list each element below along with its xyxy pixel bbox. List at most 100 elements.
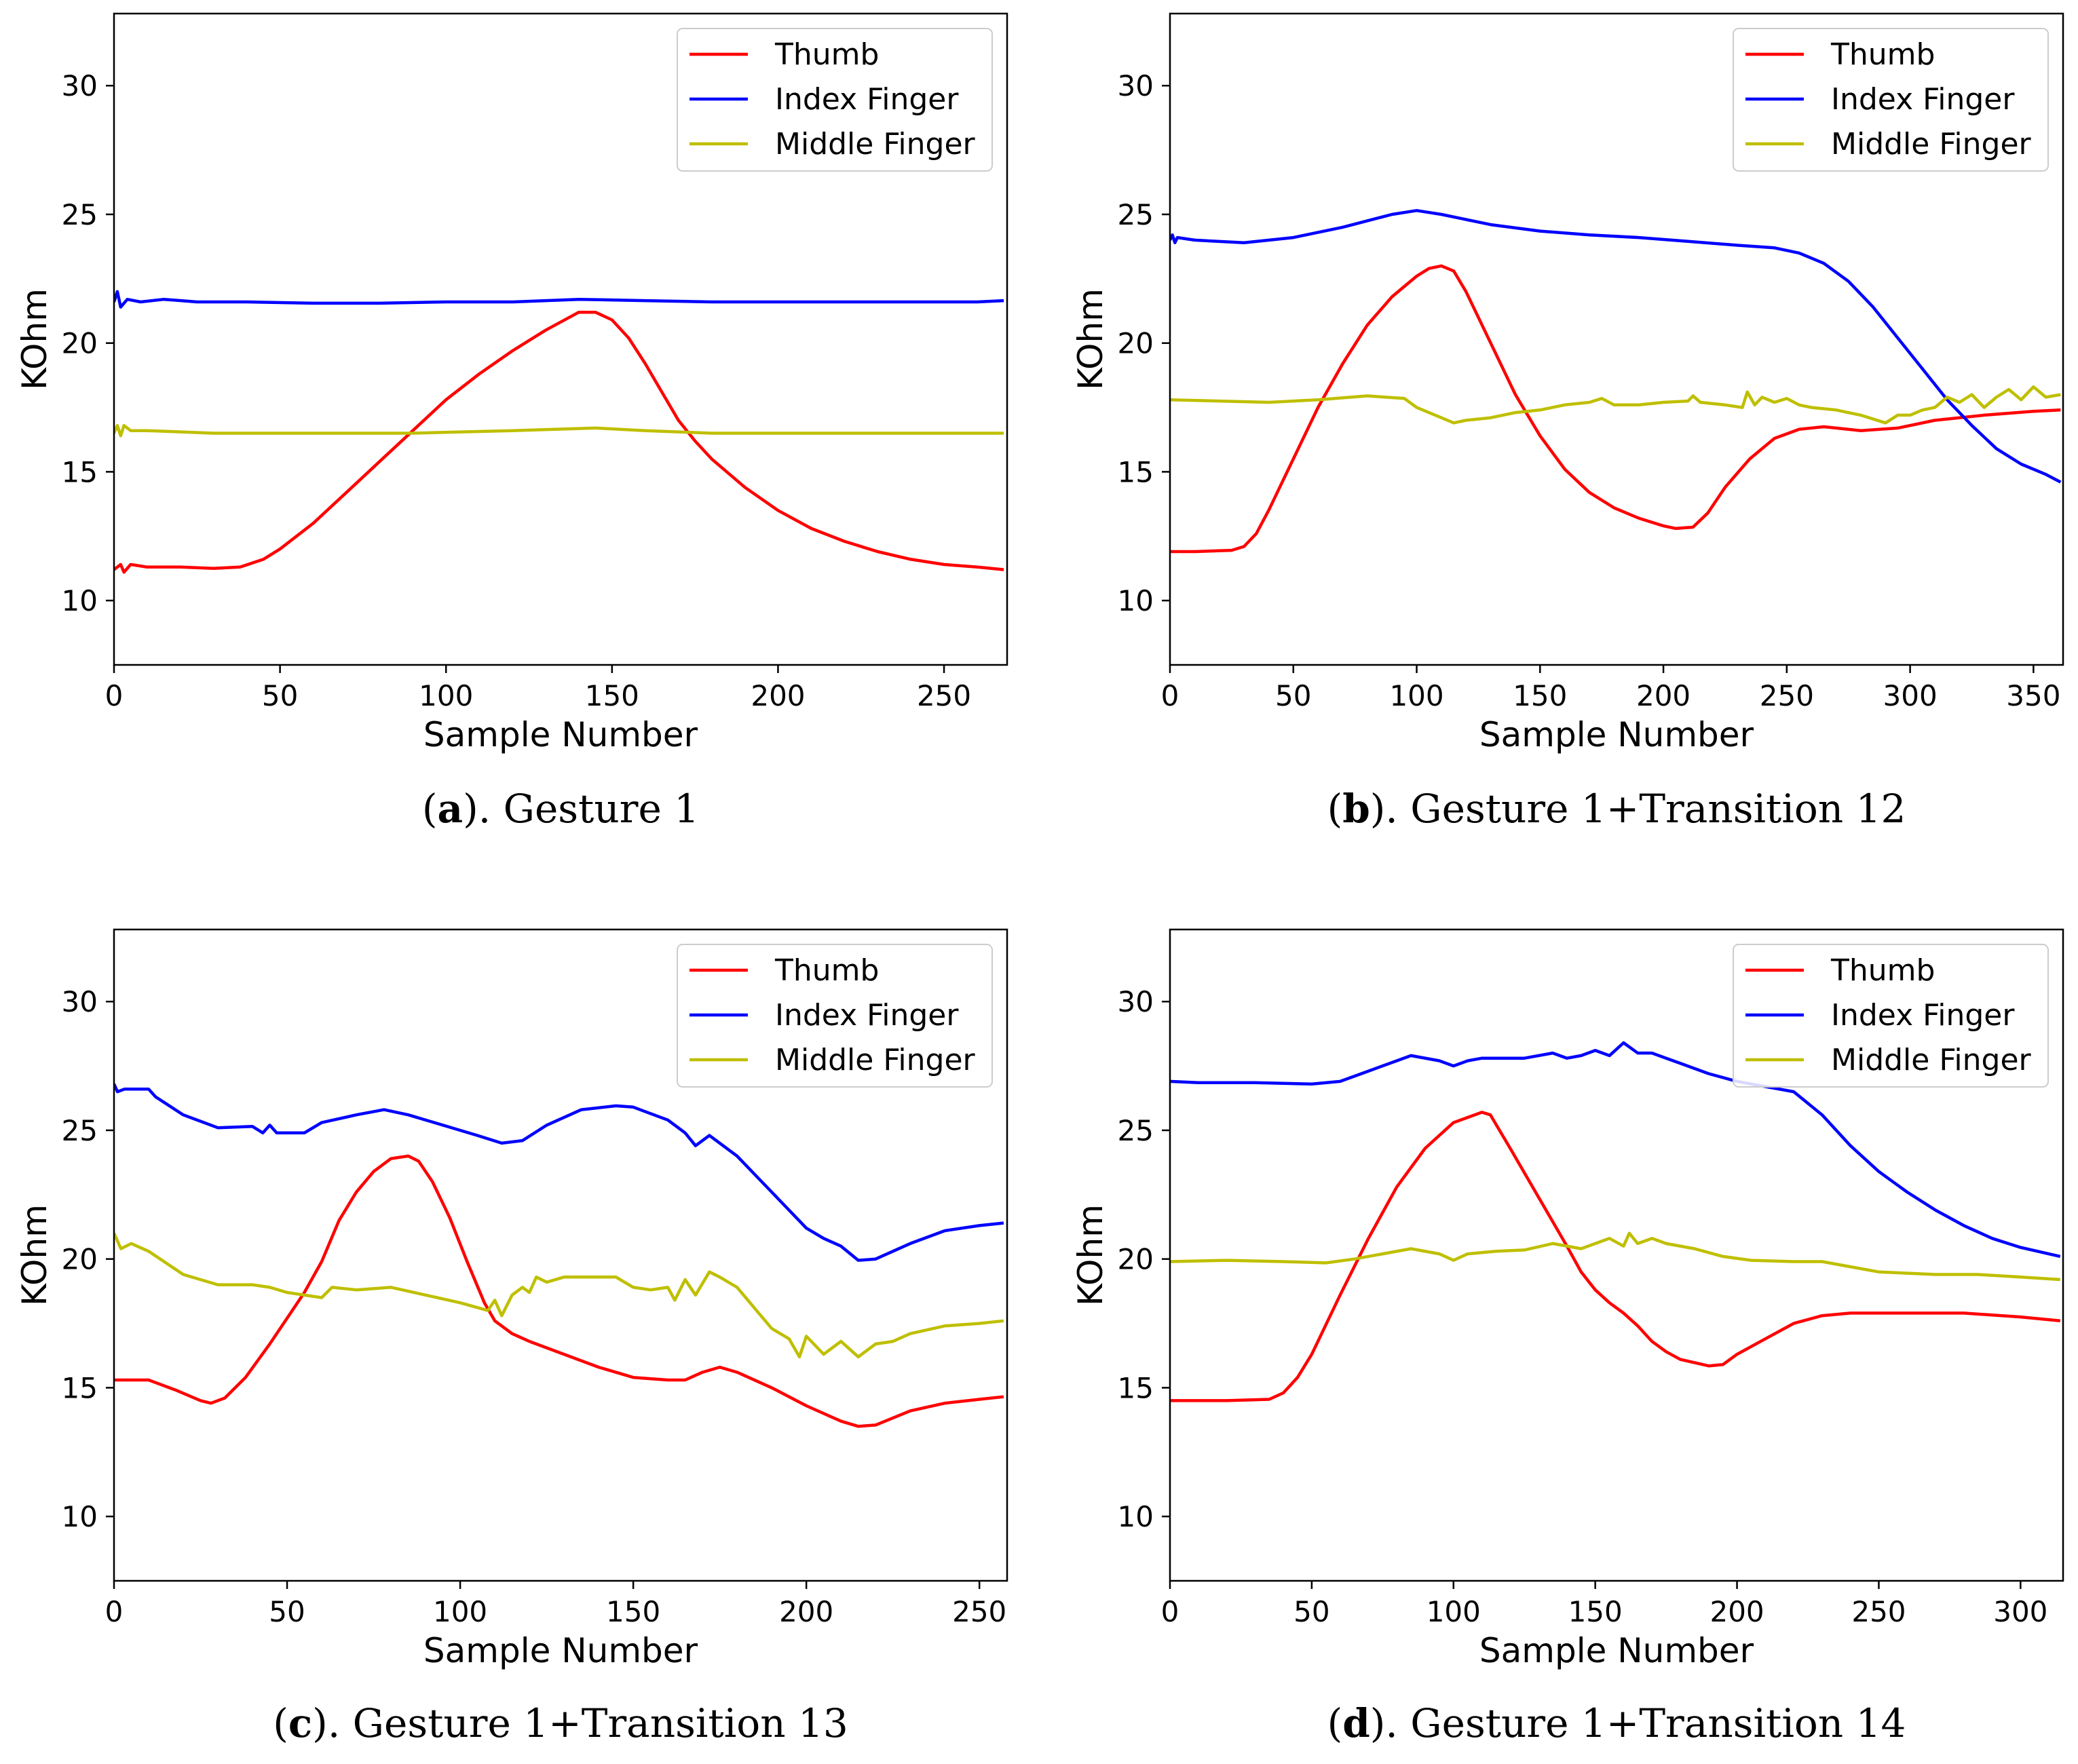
caption-open-paren: (	[1327, 1700, 1343, 1746]
legend: Thumb Index Finger Middle Finger	[1733, 28, 2049, 172]
x-tick-label: 200	[751, 679, 805, 712]
x-tick-label: 100	[419, 679, 473, 712]
legend-label: Index Finger	[1831, 82, 2015, 117]
x-tick-label: 0	[105, 679, 124, 712]
x-tick-label: 250	[1760, 679, 1814, 712]
legend-label: Thumb	[774, 37, 879, 72]
y-tick-label: 20	[1118, 327, 1154, 360]
y-tick-label: 30	[62, 69, 98, 102]
x-tick-label: 150	[606, 1595, 660, 1628]
y-tick-label: 20	[1118, 1243, 1154, 1276]
axes-frame	[113, 12, 1008, 666]
caption-open-paren: (	[273, 1700, 288, 1746]
y-axis-label: KOhm	[1071, 1204, 1110, 1306]
x-tick-label: 250	[952, 1595, 1006, 1628]
legend: Thumb Index Finger Middle Finger	[677, 28, 993, 172]
legend-label: Thumb	[1830, 37, 1935, 72]
x-axis-label: Sample Number	[1479, 715, 1754, 754]
x-tick-label: 200	[779, 1595, 833, 1628]
caption-open-paren: (	[1327, 786, 1343, 832]
caption-letter: b	[1342, 786, 1370, 832]
y-axis-label: KOhm	[15, 288, 54, 390]
x-tick-label: 300	[1993, 1595, 2047, 1628]
caption-text: . Gesture 1+Transition 14	[1385, 1700, 1906, 1746]
x-axis-label: Sample Number	[1479, 1631, 1754, 1670]
x-tick-label: 150	[585, 679, 639, 712]
y-axis-label: KOhm	[1071, 288, 1110, 390]
legend-box	[1733, 944, 2049, 1088]
legend-box	[677, 28, 993, 172]
plot-area	[114, 1083, 1004, 1428]
panel-caption: (d). Gesture 1+Transition 14	[1327, 1700, 1906, 1746]
x-tick-label: 0	[105, 1595, 124, 1628]
series-line-middle-finger	[1170, 385, 2061, 425]
legend-box	[677, 944, 993, 1088]
chart-panel-d: 0 50 100 150 200 250 300 10 15 20 25 30 Sample Numbe…	[1071, 928, 2064, 1746]
panel-caption: (b). Gesture 1+Transition 12	[1327, 786, 1906, 832]
panel-caption: (a). Gesture 1	[422, 786, 699, 832]
y-tick-label: 30	[1118, 985, 1154, 1018]
x-tick-label: 200	[1636, 679, 1690, 712]
legend: Thumb Index Finger Middle Finger	[1733, 944, 2049, 1088]
x-tick-label: 200	[1709, 1595, 1764, 1628]
caption-letter: c	[288, 1700, 312, 1746]
y-tick-label: 25	[62, 1114, 98, 1147]
y-tick-label: 15	[1118, 1371, 1154, 1404]
y-tick-label: 30	[62, 985, 98, 1018]
series-line-middle-finger	[114, 423, 1004, 438]
x-tick-label: 50	[1275, 679, 1311, 712]
legend-box	[1733, 28, 2049, 172]
caption-text: . Gesture 1+Transition 13	[328, 1700, 848, 1746]
y-tick-label: 30	[1118, 69, 1154, 102]
y-tick-label: 10	[1118, 584, 1154, 617]
legend-label: Index Finger	[775, 82, 959, 117]
x-axis-label: Sample Number	[423, 715, 698, 754]
caption-close-paren: )	[1370, 786, 1386, 832]
x-tick-label: 300	[1883, 679, 1938, 712]
axes-frame	[1169, 12, 2064, 666]
caption-letter: a	[438, 786, 464, 832]
plot-area	[114, 290, 1004, 574]
legend-label: Middle Finger	[775, 1043, 976, 1077]
legend-label: Index Finger	[1831, 998, 2015, 1033]
y-tick-label: 15	[62, 455, 98, 488]
x-tick-label: 0	[1161, 1595, 1179, 1628]
caption-close-paren: )	[463, 786, 478, 832]
plot-area	[1170, 209, 2062, 554]
chart-panel-c: 0 50 100 150 200 250 10 15 20 25 30 Sample Number KO…	[15, 928, 1008, 1746]
x-tick-label: 150	[1513, 679, 1567, 712]
legend-label: Middle Finger	[1831, 127, 2032, 161]
series-line-index-finger	[114, 1083, 1004, 1262]
x-tick-label: 50	[262, 679, 298, 712]
x-tick-label: 100	[433, 1595, 487, 1628]
caption-close-paren: )	[1370, 1700, 1386, 1746]
panel-caption: (c). Gesture 1+Transition 13	[273, 1700, 848, 1746]
caption-text: . Gesture 1	[478, 786, 699, 832]
y-tick-label: 20	[62, 1243, 98, 1276]
y-tick-label: 25	[1118, 1114, 1154, 1147]
caption-close-paren: )	[312, 1700, 328, 1746]
series-line-index-finger	[1170, 209, 2062, 484]
x-tick-label: 0	[1161, 679, 1179, 712]
x-tick-label: 250	[917, 679, 971, 712]
y-tick-label: 25	[62, 198, 98, 231]
y-tick-label: 10	[1118, 1500, 1154, 1533]
y-tick-label: 20	[62, 327, 98, 360]
series-line-index-finger	[114, 290, 1004, 309]
x-tick-label: 50	[1293, 1595, 1329, 1628]
caption-open-paren: (	[422, 786, 438, 832]
plot-area	[1170, 1041, 2061, 1402]
legend-label: Thumb	[1830, 953, 1935, 988]
series-line-thumb	[114, 310, 1004, 574]
y-tick-label: 15	[1118, 455, 1154, 488]
axes-frame	[113, 928, 1008, 1582]
series-line-thumb	[1170, 264, 2061, 554]
y-tick-label: 10	[62, 584, 98, 617]
legend-label: Middle Finger	[775, 127, 976, 161]
chart-panel-b: 0 50 100 150 200 250 300 350 10 15 20 25 30 Sample Nu…	[1071, 12, 2064, 832]
legend: Thumb Index Finger Middle Finger	[677, 944, 993, 1088]
x-tick-label: 250	[1851, 1595, 1906, 1628]
legend-label: Thumb	[774, 953, 879, 988]
caption-letter: d	[1342, 1700, 1370, 1746]
